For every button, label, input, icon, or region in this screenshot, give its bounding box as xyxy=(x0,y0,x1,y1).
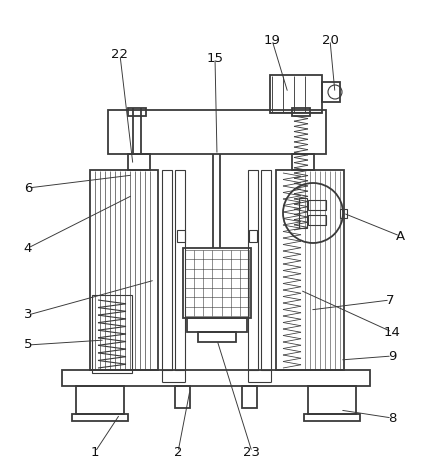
Text: 6: 6 xyxy=(24,181,32,195)
Bar xyxy=(175,386,190,408)
Text: 9: 9 xyxy=(388,349,396,363)
Bar xyxy=(249,230,257,242)
Bar xyxy=(292,154,314,170)
Text: 15: 15 xyxy=(207,51,223,65)
Bar xyxy=(187,318,247,332)
Text: A: A xyxy=(395,229,404,243)
Bar xyxy=(308,215,326,225)
Bar xyxy=(261,170,271,370)
Text: 20: 20 xyxy=(322,33,339,47)
Bar xyxy=(248,170,258,370)
Bar xyxy=(308,200,326,210)
Bar xyxy=(292,108,310,116)
Bar xyxy=(128,154,150,170)
Bar xyxy=(162,170,172,370)
Bar xyxy=(92,295,132,373)
Bar xyxy=(177,230,185,242)
Bar xyxy=(299,198,307,228)
Bar xyxy=(276,170,344,370)
Bar xyxy=(108,110,326,154)
Bar xyxy=(322,82,340,102)
Bar xyxy=(76,386,124,414)
Text: 3: 3 xyxy=(24,309,32,322)
Bar xyxy=(90,170,158,370)
Bar xyxy=(72,414,128,421)
Bar xyxy=(308,386,356,414)
Text: 19: 19 xyxy=(264,33,281,47)
Bar xyxy=(270,75,322,113)
Bar xyxy=(62,370,370,386)
Text: 22: 22 xyxy=(112,49,129,62)
Bar xyxy=(183,248,251,318)
Text: 4: 4 xyxy=(24,242,32,254)
Bar xyxy=(340,209,347,218)
Bar xyxy=(304,414,360,421)
Bar xyxy=(242,386,257,408)
Text: 5: 5 xyxy=(24,339,32,351)
Bar xyxy=(128,108,146,116)
Text: 7: 7 xyxy=(386,293,394,307)
Text: 14: 14 xyxy=(384,325,401,339)
Text: 2: 2 xyxy=(174,446,182,458)
Bar xyxy=(198,332,236,342)
Text: 23: 23 xyxy=(243,446,261,458)
Text: 1: 1 xyxy=(91,446,99,458)
Bar xyxy=(175,170,185,370)
Text: 8: 8 xyxy=(388,412,396,424)
